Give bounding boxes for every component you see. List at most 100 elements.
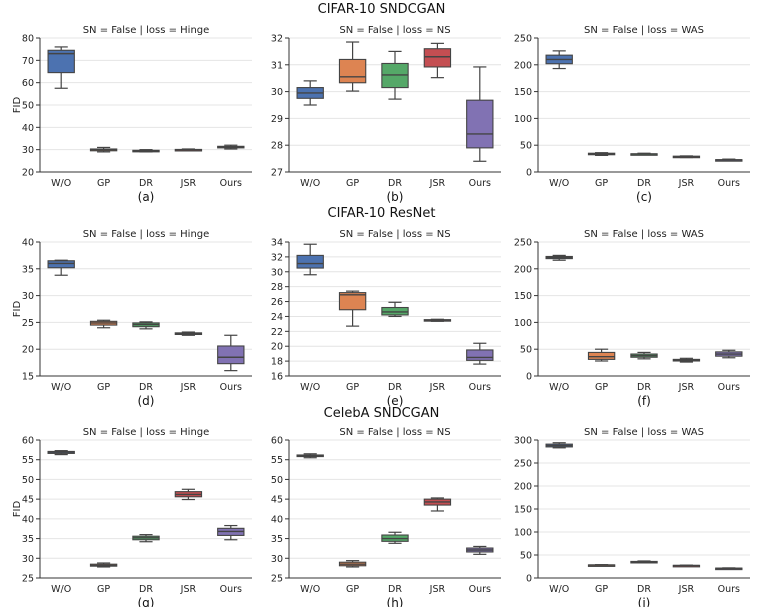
x-tick-label: Ours <box>220 178 242 189</box>
box-dr <box>630 351 658 360</box>
x-tick-label: W/O <box>51 382 71 393</box>
x-tick-label: GP <box>346 178 359 189</box>
y-tick-label: 16 <box>271 372 283 383</box>
y-tick-label: 300 <box>514 436 532 447</box>
box-iqr <box>338 58 367 84</box>
y-tick-label: 29 <box>271 114 283 125</box>
x-tick-label: Ours <box>220 584 242 595</box>
y-tick-label: 45 <box>22 495 34 506</box>
box-wo <box>47 46 75 89</box>
y-tick-label: 200 <box>514 264 532 275</box>
x-tick-label: JSR <box>678 178 695 189</box>
y-axis-label: FID <box>12 97 23 114</box>
y-tick-label: 30 <box>22 145 34 156</box>
subplot-label: (e) <box>387 394 404 408</box>
box-jsr <box>423 42 452 79</box>
y-tick-label: 26 <box>271 297 283 308</box>
y-tick-label: 40 <box>22 238 34 249</box>
y-tick-label: 30 <box>271 87 283 98</box>
box-ours <box>466 66 494 162</box>
box-iqr <box>466 99 494 149</box>
y-tick-label: 24 <box>271 312 283 323</box>
x-tick-label: JSR <box>678 584 695 595</box>
box-iqr <box>338 292 367 311</box>
y-tick-label: 200 <box>514 60 532 71</box>
box-ours <box>715 349 743 359</box>
subplot-a: 20 30 40 50 60 70 80 SN = False | loss = Hinge F… <box>12 25 252 204</box>
y-tick-label: 25 <box>22 318 34 329</box>
y-tick-label: 27 <box>271 168 283 179</box>
y-tick-label: 50 <box>22 101 34 112</box>
box-gp <box>89 562 118 568</box>
y-tick-label: 150 <box>514 505 532 516</box>
box-iqr <box>47 49 75 74</box>
y-tick-label: 32 <box>271 34 283 45</box>
subplot-title: SN = False | loss = WAS <box>584 229 704 240</box>
box-ours <box>466 342 494 365</box>
y-tick-label: 100 <box>514 114 532 125</box>
y-tick-label: 40 <box>271 514 283 525</box>
y-tick-label: 25 <box>271 574 283 585</box>
y-tick-label: 50 <box>520 141 532 152</box>
x-tick-label: W/O <box>549 178 569 189</box>
x-tick-label: W/O <box>549 584 569 595</box>
y-tick-label: 30 <box>22 554 34 565</box>
y-tick-label: 40 <box>22 514 34 525</box>
y-tick-label: 80 <box>22 34 34 45</box>
subplot-e: 16 18 20 22 24 26 28 30 32 34 SN = False | loss = … <box>271 229 501 408</box>
box-dr <box>381 301 409 318</box>
y-tick-label: 31 <box>271 60 283 71</box>
box-jsr <box>423 318 452 322</box>
y-tick-label: 250 <box>514 34 532 45</box>
subplot-title: SN = False | loss = WAS <box>584 427 704 438</box>
y-tick-label: 20 <box>22 345 34 356</box>
y-tick-label: 250 <box>514 238 532 249</box>
x-tick-label: DR <box>388 584 402 595</box>
subplot-d: 15 20 25 30 35 40 SN = False | loss = Hinge FID… <box>12 229 252 408</box>
box-dr <box>132 149 160 153</box>
row-title-1: CIFAR-10 SNDCGAN <box>317 2 446 17</box>
box-jsr <box>174 488 203 501</box>
x-tick-label: GP <box>97 584 110 595</box>
subplot-g: 25 30 35 40 45 50 55 60 SN = False | loss = Hing… <box>12 427 252 607</box>
x-tick-label: Ours <box>718 584 740 595</box>
x-tick-label: Ours <box>469 178 491 189</box>
y-tick-label: 100 <box>514 318 532 329</box>
x-tick-label: GP <box>595 178 608 189</box>
subplot-b: 27 28 29 30 31 32 SN = False | loss = NS W/O GP D… <box>271 25 501 204</box>
y-tick-label: 150 <box>514 291 532 302</box>
y-tick-label: 45 <box>271 495 283 506</box>
x-tick-label: Ours <box>718 382 740 393</box>
box-dr <box>132 321 160 330</box>
box-gp <box>89 146 118 153</box>
box-dr <box>630 152 658 156</box>
box-iqr <box>423 48 452 68</box>
box-jsr <box>672 357 701 363</box>
x-tick-label: JSR <box>180 584 197 595</box>
x-tick-label: GP <box>595 584 608 595</box>
y-tick-label: 50 <box>22 475 34 486</box>
box-wo <box>296 453 324 459</box>
x-tick-label: DR <box>637 382 651 393</box>
x-tick-label: W/O <box>300 584 320 595</box>
x-tick-label: JSR <box>429 382 446 393</box>
x-tick-label: DR <box>637 584 651 595</box>
box-gp <box>587 348 616 362</box>
box-gp <box>587 152 616 156</box>
y-tick-label: 15 <box>22 372 34 383</box>
box-iqr <box>217 345 245 365</box>
subplot-c: 0 50 100 150 200 250 SN = False | loss = WAS W/… <box>514 25 750 204</box>
y-tick-label: 150 <box>514 87 532 98</box>
x-tick-label: JSR <box>678 382 695 393</box>
x-tick-label: DR <box>388 178 402 189</box>
box-wo <box>296 243 324 276</box>
y-tick-label: 40 <box>22 123 34 134</box>
x-tick-label: DR <box>139 382 153 393</box>
x-tick-label: DR <box>139 178 153 189</box>
x-tick-label: JSR <box>429 178 446 189</box>
box-wo <box>545 254 573 261</box>
x-tick-label: DR <box>139 584 153 595</box>
y-tick-label: 55 <box>22 455 34 466</box>
box-jsr <box>672 564 701 568</box>
box-iqr <box>381 306 409 316</box>
